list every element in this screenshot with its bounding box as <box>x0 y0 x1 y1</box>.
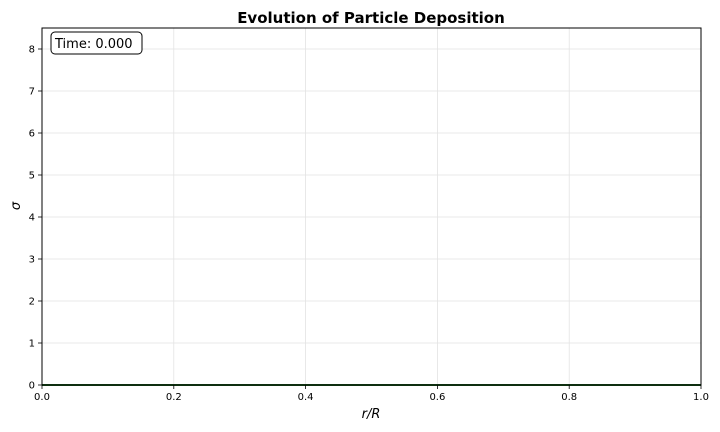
y-tick-label: 6 <box>29 129 35 140</box>
y-axis-label: σ <box>9 201 24 210</box>
y-tick-label: 5 <box>29 171 35 182</box>
chart-title: Evolution of Particle Deposition <box>237 9 505 27</box>
x-tick-label: 1.0 <box>693 392 709 403</box>
x-axis-label: r/R <box>362 407 381 422</box>
plot-frame <box>41 27 702 386</box>
y-axis-ticks: 0 1 2 3 4 5 6 7 8 <box>29 45 42 392</box>
y-tick-label: 4 <box>29 213 35 224</box>
x-tick-label: 0.4 <box>298 392 314 403</box>
y-tick-label: 7 <box>29 87 35 98</box>
time-annotation-box <box>50 31 143 55</box>
y-tick-label: 8 <box>29 45 35 56</box>
time-annotation: Time: 0.000 <box>50 31 143 55</box>
x-tick-label: 0.8 <box>561 392 577 403</box>
x-tick-label: 0.0 <box>34 392 50 403</box>
x-tick-label: 0.6 <box>429 392 445 403</box>
y-tick-label: 2 <box>29 297 35 308</box>
y-tick-label: 0 <box>29 381 35 392</box>
x-axis-ticks: 0.0 0.2 0.4 0.6 0.8 1.0 <box>34 385 709 403</box>
grid <box>41 28 702 386</box>
y-tick-label: 1 <box>29 339 35 350</box>
x-tick-label: 0.2 <box>166 392 182 403</box>
y-tick-label: 3 <box>29 255 35 266</box>
time-annotation-text: Time: 0.000 <box>54 37 133 52</box>
